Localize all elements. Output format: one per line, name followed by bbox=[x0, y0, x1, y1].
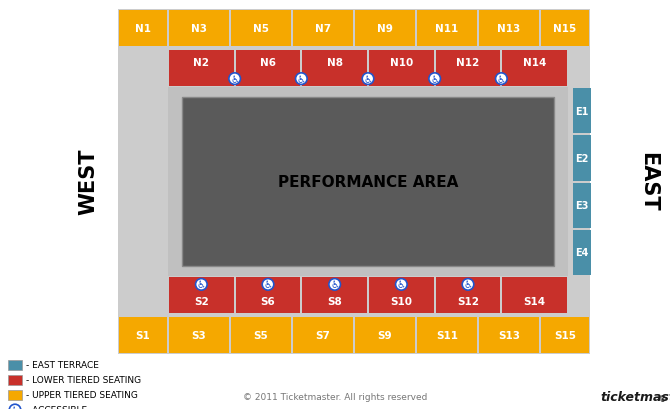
Bar bbox=[8, 375, 22, 385]
Bar bbox=[502, 51, 567, 87]
Bar bbox=[302, 277, 367, 313]
Bar bbox=[436, 51, 500, 87]
Bar bbox=[573, 183, 591, 228]
Text: N13: N13 bbox=[497, 24, 521, 34]
Text: N11: N11 bbox=[436, 24, 459, 34]
Text: N1: N1 bbox=[135, 24, 151, 34]
Bar bbox=[479, 317, 539, 353]
Text: S8: S8 bbox=[327, 296, 342, 306]
Bar bbox=[573, 230, 591, 275]
Text: S9: S9 bbox=[378, 330, 393, 340]
Text: - EAST TERRACE: - EAST TERRACE bbox=[26, 361, 99, 370]
Bar bbox=[541, 317, 589, 353]
Bar bbox=[169, 51, 234, 87]
Text: ♿: ♿ bbox=[297, 74, 306, 84]
Text: S14: S14 bbox=[523, 296, 546, 306]
Bar bbox=[573, 89, 591, 134]
Bar bbox=[119, 317, 167, 353]
Text: ®: ® bbox=[659, 395, 667, 404]
Text: - LOWER TIERED SEATING: - LOWER TIERED SEATING bbox=[26, 375, 141, 384]
Text: WEST: WEST bbox=[78, 148, 98, 215]
Bar bbox=[417, 317, 477, 353]
Bar bbox=[541, 11, 589, 47]
Text: S10: S10 bbox=[391, 296, 412, 306]
Bar bbox=[231, 317, 291, 353]
Bar bbox=[8, 360, 22, 370]
Text: N8: N8 bbox=[327, 58, 342, 68]
Bar bbox=[302, 51, 367, 87]
Text: S5: S5 bbox=[254, 330, 269, 340]
Text: ♿: ♿ bbox=[497, 74, 506, 84]
Text: N15: N15 bbox=[553, 24, 577, 34]
Text: N7: N7 bbox=[315, 24, 331, 34]
Bar bbox=[118, 10, 590, 354]
Text: N6: N6 bbox=[260, 58, 276, 68]
Text: ♿: ♿ bbox=[197, 280, 206, 290]
Text: S1: S1 bbox=[135, 330, 150, 340]
Bar bbox=[168, 88, 568, 276]
Bar bbox=[355, 11, 415, 47]
Text: S3: S3 bbox=[192, 330, 206, 340]
Text: N10: N10 bbox=[390, 58, 413, 68]
Text: E2: E2 bbox=[576, 153, 589, 164]
Bar bbox=[169, 317, 229, 353]
Bar bbox=[182, 98, 554, 266]
Bar bbox=[8, 390, 22, 400]
Text: ♿: ♿ bbox=[330, 280, 339, 290]
Bar bbox=[369, 51, 433, 87]
Bar bbox=[573, 136, 591, 181]
Text: S12: S12 bbox=[457, 296, 479, 306]
Text: EAST: EAST bbox=[638, 152, 658, 211]
Text: N12: N12 bbox=[456, 58, 480, 68]
Text: E4: E4 bbox=[576, 248, 589, 258]
Bar bbox=[417, 11, 477, 47]
Text: S2: S2 bbox=[194, 296, 209, 306]
Text: - UPPER TIERED SEATING: - UPPER TIERED SEATING bbox=[26, 391, 138, 400]
Bar bbox=[236, 51, 300, 87]
Bar bbox=[169, 277, 234, 313]
Text: N14: N14 bbox=[523, 58, 546, 68]
Text: N9: N9 bbox=[377, 24, 393, 34]
Bar bbox=[119, 11, 167, 47]
Text: PERFORMANCE AREA: PERFORMANCE AREA bbox=[278, 175, 458, 189]
Text: N3: N3 bbox=[191, 24, 207, 34]
Text: ♿: ♿ bbox=[364, 74, 373, 84]
Bar bbox=[479, 11, 539, 47]
Text: ♿: ♿ bbox=[464, 280, 472, 290]
Text: E3: E3 bbox=[576, 201, 589, 211]
Text: - ACCESSIBLE: - ACCESSIBLE bbox=[26, 405, 87, 409]
Text: ♿: ♿ bbox=[11, 405, 19, 409]
Text: E1: E1 bbox=[576, 106, 589, 116]
Text: ticketmaster: ticketmaster bbox=[600, 391, 670, 404]
Bar bbox=[169, 11, 229, 47]
Bar bbox=[293, 317, 353, 353]
Text: N5: N5 bbox=[253, 24, 269, 34]
Bar bbox=[355, 317, 415, 353]
Text: S15: S15 bbox=[554, 330, 576, 340]
Text: S11: S11 bbox=[436, 330, 458, 340]
Bar bbox=[369, 277, 433, 313]
Text: © 2011 Ticketmaster. All rights reserved: © 2011 Ticketmaster. All rights reserved bbox=[243, 393, 427, 402]
Bar bbox=[502, 277, 567, 313]
Bar bbox=[293, 11, 353, 47]
Text: ♿: ♿ bbox=[263, 280, 273, 290]
Bar bbox=[231, 11, 291, 47]
Text: ♿: ♿ bbox=[230, 74, 239, 84]
Text: S6: S6 bbox=[261, 296, 275, 306]
Bar bbox=[236, 277, 300, 313]
Text: N2: N2 bbox=[194, 58, 209, 68]
Text: ♿: ♿ bbox=[397, 280, 406, 290]
Bar bbox=[436, 277, 500, 313]
Text: ♿: ♿ bbox=[430, 74, 439, 84]
Text: S7: S7 bbox=[316, 330, 330, 340]
Text: S13: S13 bbox=[498, 330, 520, 340]
